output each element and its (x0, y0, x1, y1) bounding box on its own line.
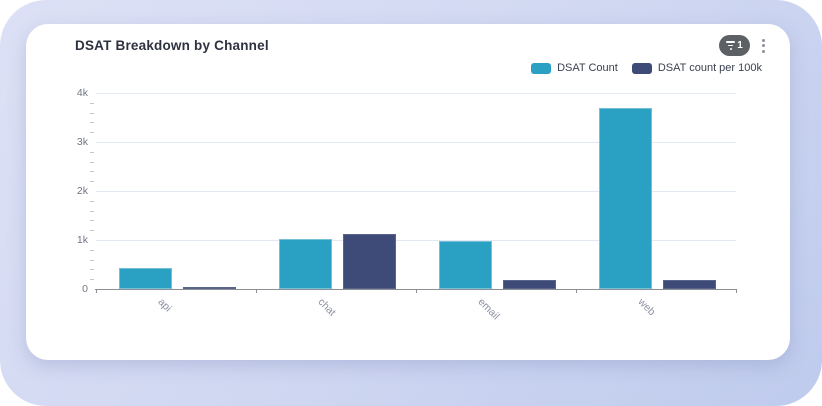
x-axis-category-label: chat (315, 296, 339, 319)
gridline (96, 191, 736, 192)
chart-card: DSAT Breakdown by Channel 1 DSAT Count D… (26, 24, 790, 360)
legend-label: DSAT count per 100k (657, 62, 762, 74)
gridline (96, 240, 736, 241)
x-axis-tick (96, 289, 97, 293)
card-title: DSAT Breakdown by Channel (75, 38, 269, 53)
plot-area: 0 1k 2k 3k 4k api chat email web (77, 87, 737, 322)
kebab-menu-icon[interactable] (759, 37, 768, 55)
bar-dsat-count-chat[interactable] (279, 239, 332, 289)
bar-dsat-count-per-100k-web[interactable] (663, 280, 716, 289)
x-axis-tick (256, 289, 257, 293)
legend-item-dsat-per-100k[interactable]: DSAT count per 100k (631, 62, 762, 74)
x-axis-tick (576, 289, 577, 293)
gridline (96, 93, 736, 94)
y-axis-minor-tick (90, 200, 94, 202)
y-axis-minor-tick (90, 269, 94, 271)
x-axis-line (95, 289, 736, 290)
y-axis-tick-label: 2k (76, 185, 88, 197)
card-controls: 1 (719, 35, 768, 56)
legend-item-dsat-count[interactable]: DSAT Count (531, 62, 618, 74)
filter-count: 1 (737, 39, 743, 51)
bar-dsat-count-email[interactable] (439, 240, 492, 289)
y-axis-minor-tick (90, 122, 94, 124)
y-axis-minor-tick (90, 279, 94, 281)
x-axis-category-label: email (475, 296, 502, 323)
y-axis-minor-tick (90, 259, 94, 261)
y-axis-minor-tick (90, 132, 94, 134)
gridline (96, 142, 736, 143)
y-axis-minor-tick (90, 171, 94, 173)
filter-badge-button[interactable]: 1 (719, 35, 750, 56)
y-axis-tick-label: 3k (76, 136, 88, 148)
bar-dsat-count-per-100k-api[interactable] (183, 287, 236, 289)
y-axis-minor-tick (90, 181, 94, 183)
y-axis-tick-label: 4k (76, 87, 88, 99)
y-axis-minor-tick (90, 112, 94, 114)
bar-dsat-count-web[interactable] (599, 107, 652, 289)
legend-label: DSAT Count (557, 62, 618, 74)
y-axis-tick-label: 1k (76, 234, 88, 246)
legend-swatch (631, 62, 652, 74)
filter-icon (726, 41, 736, 50)
y-axis-tick-label: 0 (82, 283, 88, 295)
bar-dsat-count-api[interactable] (119, 267, 172, 289)
y-axis-minor-tick (90, 151, 94, 153)
chart-legend: DSAT Count DSAT count per 100k (531, 62, 762, 74)
x-axis-category-label: api (155, 296, 174, 315)
legend-swatch (531, 62, 552, 74)
bar-dsat-count-per-100k-chat[interactable] (343, 233, 396, 289)
y-axis-minor-tick (90, 249, 94, 251)
y-axis-minor-tick (90, 210, 94, 212)
y-axis-minor-tick (90, 220, 94, 222)
x-axis-tick (736, 289, 737, 293)
y-axis-minor-tick (90, 161, 94, 163)
x-axis-tick (416, 289, 417, 293)
x-axis-category-label: web (635, 296, 658, 319)
y-axis-minor-tick (90, 102, 94, 104)
y-axis-minor-tick (90, 230, 94, 232)
bar-dsat-count-per-100k-email[interactable] (503, 280, 556, 289)
